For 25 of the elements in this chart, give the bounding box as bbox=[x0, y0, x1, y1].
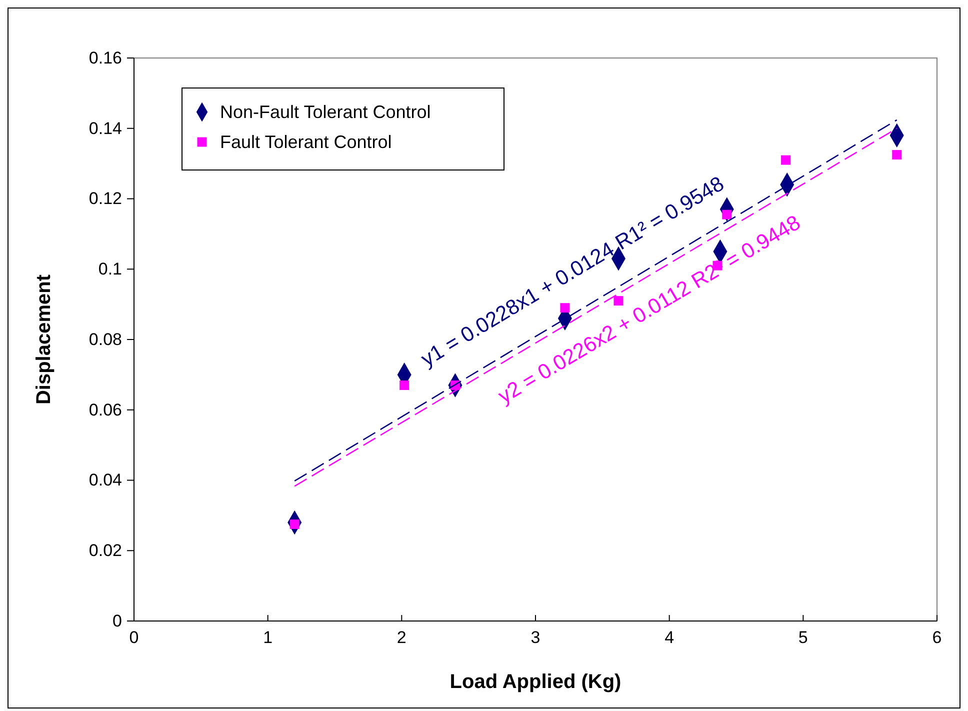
x-tick-label: 3 bbox=[530, 628, 540, 648]
point bbox=[781, 155, 791, 165]
x-tick-label: 2 bbox=[396, 628, 406, 648]
y-tick-label: 0 bbox=[112, 611, 122, 630]
y-tick-label: 0.06 bbox=[88, 400, 122, 420]
legend-label: Fault Tolerant Control bbox=[220, 132, 392, 152]
y-tick-label: 0.1 bbox=[98, 260, 122, 279]
x-tick-label: 6 bbox=[932, 628, 942, 648]
y-tick-label: 0.14 bbox=[88, 118, 122, 138]
x-tick-label: 5 bbox=[798, 628, 808, 648]
x-tick-label: 0 bbox=[129, 628, 139, 648]
y-tick-label: 0.04 bbox=[88, 470, 122, 490]
y-tick-label: 0.16 bbox=[88, 48, 122, 68]
y-tick-label: 0.08 bbox=[88, 330, 122, 349]
point bbox=[560, 303, 570, 313]
point bbox=[400, 380, 410, 390]
x-axis-title: Load Applied (Kg) bbox=[450, 671, 622, 693]
y-tick-label: 0.12 bbox=[88, 189, 122, 208]
point bbox=[892, 150, 902, 160]
point bbox=[614, 296, 624, 306]
y-tick-label: 0.02 bbox=[88, 541, 122, 560]
x-tick-label: 4 bbox=[664, 628, 674, 648]
x-tick-label: 1 bbox=[263, 628, 273, 648]
y-axis-title: Displacement bbox=[33, 274, 55, 405]
legend-label: Non-Fault Tolerant Control bbox=[220, 102, 431, 122]
